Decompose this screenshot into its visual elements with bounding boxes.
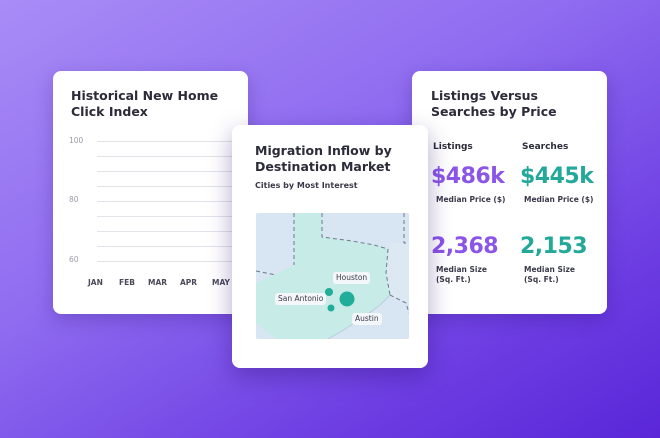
searches-size-unit: (Sq. Ft.) [524,275,559,284]
listings-price-caption: Median Price ($) [436,195,506,204]
listings-median-size: 2,368 [431,234,499,259]
san-antonio-label: San Antonio [275,293,327,305]
searches-median-price: $445k [520,164,594,189]
houston-label: Houston [333,272,371,284]
listings-size-caption: Median Size [436,265,487,274]
migration-inflow-card: Migration Inflow by Destination Market C… [232,125,428,368]
state-border [256,270,277,276]
state-border [321,213,389,250]
state-border [385,248,391,296]
grid-line [97,201,247,202]
searches-size-caption: Median Size [524,265,575,274]
grid-line [97,141,247,142]
grid-line [97,231,247,232]
month-label-apr: APR [180,278,198,287]
month-label-jan: JAN [88,278,103,287]
san-antonio-marker [325,288,333,296]
month-label-may: MAY [212,278,230,287]
month-label-mar: MAR [148,278,168,287]
listings-median-price: $486k [431,164,505,189]
migration-inflow-subtitle: Cities by Most Interest [255,181,358,190]
migration-inflow-title: Migration Inflow by Destination Market [255,143,392,174]
texas-region [256,213,390,339]
grid-line [97,186,247,187]
houston-marker [339,291,355,307]
austin-label: Austin [352,313,382,325]
click-index-card: Historical New Home Click Index 100 80 6… [53,71,248,314]
grid-line [97,156,247,157]
texas-map-graphic [256,213,409,339]
click-index-title: Historical New Home Click Index [71,88,219,119]
austin-marker [327,304,335,312]
y-tick-80: 80 [69,195,79,204]
listings-size-unit: (Sq. Ft.) [436,275,471,284]
grid-line [97,261,247,262]
searches-price-caption: Median Price ($) [524,195,594,204]
neighbor-region [386,243,409,303]
listings-header: Listings [433,142,473,152]
searches-median-size: 2,153 [520,234,588,259]
listings-searches-title: Listings Versus Searches by Price [431,88,557,119]
texas-map: Houston San Antonio Austin [256,213,409,339]
grid-line [97,246,247,247]
y-tick-100: 100 [69,136,84,145]
y-tick-60: 60 [69,255,79,264]
state-border [403,213,409,244]
month-label-feb: FEB [119,278,135,287]
grid-line [97,216,247,217]
searches-header: Searches [522,142,569,152]
listings-searches-card: Listings Versus Searches by Price Listin… [412,71,607,314]
grid-line [97,171,247,172]
state-border [389,294,409,314]
